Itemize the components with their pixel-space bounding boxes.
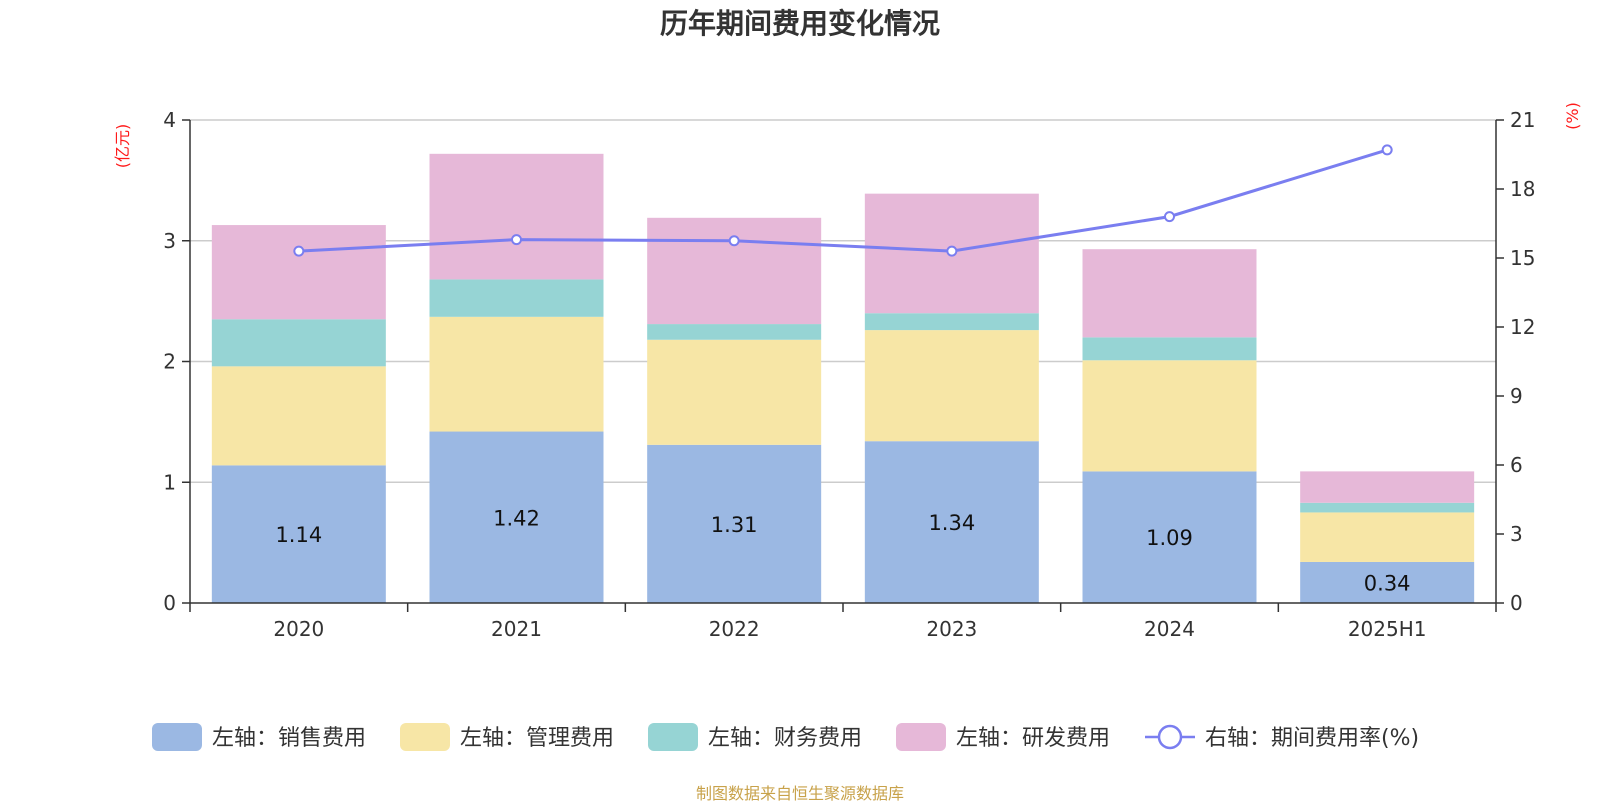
right-axis-tick-label: 0 [1510, 591, 1523, 615]
right-axis-unit: (%) [1563, 102, 1582, 130]
left-axis-tick-label: 1 [163, 470, 176, 494]
bar-segment-2 [647, 339, 822, 445]
bar-segment-4 [211, 225, 386, 320]
legend-swatch [648, 723, 698, 751]
bar-segment-2 [864, 330, 1039, 442]
bar-value-label: 1.31 [711, 513, 758, 537]
bar-segment-1 [1082, 471, 1257, 603]
bar-segment-1 [1300, 561, 1475, 603]
bar-segment-4 [1082, 249, 1257, 338]
rate-line [298, 148, 1388, 253]
bar-segment-2 [1082, 360, 1257, 472]
legend-swatch-marker [1157, 724, 1183, 750]
bar-value-label: 0.34 [1364, 571, 1411, 595]
right-axis-tick-label: 9 [1510, 384, 1523, 408]
rate-line-point [946, 245, 958, 257]
x-axis-category-label: 2023 [926, 617, 977, 641]
x-axis-category-label: 2025H1 [1348, 617, 1427, 641]
bar-segment-4 [647, 217, 822, 325]
legend-label: 左轴：研发费用 [956, 726, 1110, 751]
bar-segment-3 [647, 324, 822, 340]
rate-line-point [1164, 211, 1175, 223]
left-axis-tick-label: 0 [163, 591, 176, 615]
bar-segment-3 [429, 279, 604, 317]
left-axis-tick-label: 3 [163, 229, 176, 253]
legend-label: 右轴：期间费用率(%) [1205, 726, 1419, 751]
right-axis-tick-label: 6 [1510, 453, 1523, 477]
rate-line-point [293, 245, 305, 257]
bar-value-label: 1.42 [493, 506, 540, 530]
bar-segment-2 [1300, 512, 1475, 562]
bar-segment-4 [429, 153, 604, 280]
rate-line-point [511, 234, 522, 246]
bar-segment-3 [211, 319, 386, 367]
rate-line-point [728, 235, 740, 247]
legend-swatch [400, 723, 450, 751]
legend-layer: 左轴：销售费用 左轴：管理费用 左轴：财务费用 左轴：研发费用 右轴：期间费用率(%) [152, 723, 1419, 751]
rate-line-point [1381, 144, 1393, 156]
right-axis-tick-label: 12 [1510, 315, 1535, 339]
bar-segment-4 [1300, 471, 1475, 503]
right-axis-tick-label: 15 [1510, 246, 1535, 270]
legend-label: 左轴：财务费用 [708, 726, 862, 751]
labels-layer: 1.14 1.42 1.31 1.34 1.09 0.34 [275, 506, 1410, 595]
line-layer [293, 144, 1393, 257]
source-note: 制图数据来自恒生聚源数据库 [695, 784, 904, 803]
bar-segment-3 [1082, 337, 1257, 361]
chart-title: 历年期间费用变化情况 [659, 7, 940, 40]
legend-label: 左轴：销售费用 [212, 726, 366, 751]
bar-segment-1 [864, 441, 1039, 603]
legend-swatch [896, 723, 946, 751]
bar-segment-2 [429, 316, 604, 432]
x-axis-category-label: 2022 [709, 617, 760, 641]
bar-segment-1 [647, 444, 822, 603]
right-axis-tick-label: 21 [1510, 108, 1535, 132]
bar-segment-1 [211, 465, 386, 603]
right-axis-tick-label: 3 [1510, 522, 1523, 546]
legend-swatch [152, 723, 202, 751]
bar-segment-2 [211, 366, 386, 466]
bar-value-label: 1.14 [275, 523, 322, 547]
legend-label: 左轴：管理费用 [460, 726, 614, 751]
bars-layer [211, 153, 1475, 603]
left-axis-tick-label: 2 [163, 350, 176, 374]
right-axis-tick-label: 18 [1510, 177, 1535, 201]
bar-segment-3 [864, 313, 1039, 331]
bar-value-label: 1.09 [1146, 526, 1193, 550]
bar-value-label: 1.34 [928, 511, 975, 535]
bar-segment-1 [429, 431, 604, 603]
left-axis-tick-label: 4 [163, 108, 176, 132]
x-axis-category-label: 2024 [1144, 617, 1195, 641]
left-axis-unit: (亿元) [113, 124, 132, 169]
grid-layer [190, 119, 1496, 483]
x-axis-category-label: 2021 [491, 617, 542, 641]
bar-segment-3 [1300, 502, 1475, 513]
x-axis-category-label: 2020 [273, 617, 324, 641]
